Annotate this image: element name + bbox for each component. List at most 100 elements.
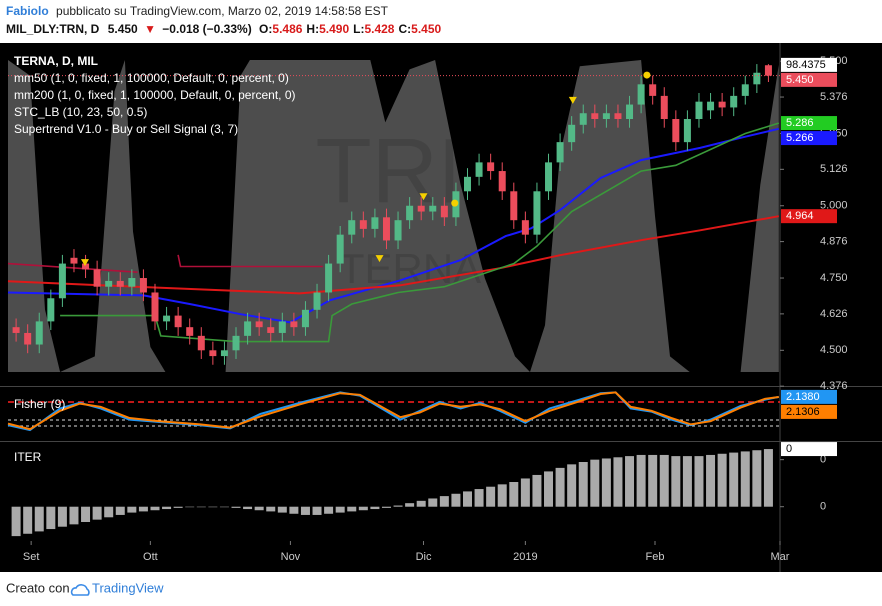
pane-title: ITER <box>14 450 42 464</box>
candle-body <box>47 298 55 322</box>
iter-bar <box>393 505 403 507</box>
iter-bar <box>671 456 681 507</box>
candle-body <box>614 113 622 120</box>
indicator-line <box>60 122 780 343</box>
y-tick-label: 5.376 <box>820 91 848 103</box>
candle-body <box>209 350 217 357</box>
iter-bar <box>752 450 762 507</box>
iter-bar <box>173 506 183 508</box>
candle-body <box>336 234 344 264</box>
candle-body <box>510 191 518 221</box>
candle-body <box>741 84 749 96</box>
y-tick-label: 5.000 <box>820 200 848 212</box>
header-line-1: Fabiolo pubblicato su TradingView.com, M… <box>6 4 389 18</box>
iter-bar <box>23 506 33 534</box>
candle-body <box>521 220 529 235</box>
candle-body <box>417 205 425 212</box>
iter-bar <box>69 506 79 525</box>
iter-bar <box>520 478 530 507</box>
iter-bar <box>196 506 206 508</box>
iter-bar <box>486 486 496 507</box>
ohlc-value: 5.490 <box>319 22 349 36</box>
fisher-line <box>7 391 779 431</box>
header-line-2: MIL_DLY:TRN, D 5.450 ▼ −0.018 (−0.33%) O… <box>6 22 442 36</box>
candle-body <box>707 101 715 111</box>
y-tick-label: 0 <box>820 501 826 513</box>
iter-bar <box>81 506 91 522</box>
x-tick-label: Feb <box>646 551 665 563</box>
plot-layer: TRNTERNA5.5005.3765.2505.1265.0004.8764.… <box>7 54 848 563</box>
candle-body <box>498 171 506 192</box>
candle-body <box>718 101 726 108</box>
iter-bar <box>219 506 229 508</box>
price-tag <box>781 209 837 224</box>
candle-body <box>672 119 680 143</box>
signal-dot <box>643 71 651 79</box>
legend-entry: Supertrend V1.0 - Buy or Sell Signal (3,… <box>14 122 238 136</box>
price-tag <box>781 57 837 72</box>
price-tag-label: 0 <box>786 443 792 455</box>
candle-body <box>220 350 228 357</box>
candle-body <box>683 119 691 143</box>
candle-body <box>475 162 483 177</box>
candle-body <box>602 113 610 120</box>
x-tick-label: 2019 <box>513 551 537 563</box>
iter-bar <box>243 506 253 510</box>
author[interactable]: Fabiolo <box>6 4 49 18</box>
iter-bar <box>694 456 704 507</box>
candle-body <box>406 205 414 221</box>
candle-body <box>70 257 78 264</box>
iter-bar <box>717 453 727 507</box>
iter-bar <box>648 454 658 507</box>
iter-bar <box>381 506 391 508</box>
candle-body <box>244 321 252 336</box>
candle-body <box>128 278 136 287</box>
price-tag-label: 5.266 <box>786 132 814 144</box>
footer-brand[interactable]: TradingView <box>92 580 164 595</box>
footer-text: Creato con <box>6 580 70 595</box>
iter-bar <box>370 506 380 510</box>
candle-body <box>764 65 772 76</box>
change-arrow: ▼ <box>144 22 156 36</box>
y-tick-label: 4.376 <box>820 380 848 392</box>
price-tag <box>781 131 837 146</box>
signal-triangle <box>419 193 428 201</box>
iter-bar <box>277 506 287 513</box>
candle-body <box>579 113 587 125</box>
ohlc-key: C: <box>398 22 411 36</box>
iter-bar <box>613 457 623 507</box>
iter-bar <box>601 458 611 507</box>
signal-triangle <box>568 96 577 104</box>
iter-bar <box>729 452 739 507</box>
candle-body <box>93 269 101 287</box>
iter-bar <box>150 506 160 511</box>
candle-body <box>753 72 761 85</box>
iter-bar <box>57 506 67 527</box>
candle-body <box>649 84 657 96</box>
iter-bar <box>544 471 554 507</box>
price-tag-label: 5.450 <box>786 74 814 86</box>
candle-body <box>186 327 194 336</box>
candle-body <box>301 309 309 328</box>
candle-body <box>197 335 205 351</box>
iter-bar <box>300 506 310 515</box>
iter-bar <box>474 489 484 507</box>
candle-body <box>105 280 113 287</box>
y-tick-label: 4.500 <box>820 344 848 356</box>
y-tick-label: 4.750 <box>820 272 848 284</box>
iter-bar <box>104 506 114 518</box>
iter-bar <box>208 506 218 508</box>
ohlc-key: L: <box>353 22 364 36</box>
signal-triangle <box>375 255 384 263</box>
candle-body <box>730 95 738 108</box>
candle-body <box>325 263 333 293</box>
legend-entry: mm200 (1, 0, fixed, 1, 100000, Default, … <box>14 88 296 102</box>
indicator-line <box>7 127 780 324</box>
legend-entry: mm50 (1, 0, fixed, 1, 100000, Default, 0… <box>14 71 289 85</box>
y-tick-label: 5.126 <box>820 163 848 175</box>
iter-bar <box>625 456 635 507</box>
candle-body <box>290 321 298 328</box>
iter-bar <box>358 506 368 511</box>
iter-bar <box>46 506 56 530</box>
y-tick-label: 4.876 <box>820 236 848 248</box>
